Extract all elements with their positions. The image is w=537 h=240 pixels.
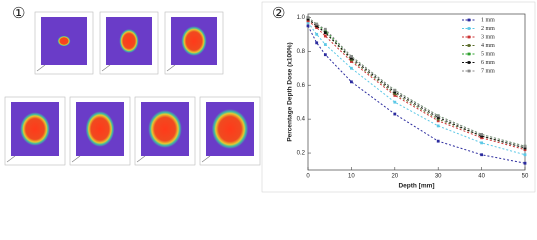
legend-marker	[467, 69, 471, 73]
data-point	[315, 24, 319, 28]
image-axis	[136, 155, 146, 163]
dose-spot	[148, 110, 182, 148]
chart-frame	[261, 1, 536, 193]
legend-label: 3 mm	[481, 34, 495, 40]
data-point	[306, 19, 310, 23]
panel-label: ②	[272, 5, 285, 22]
data-point	[436, 124, 440, 128]
image-axis	[166, 64, 176, 72]
x-axis-label: Depth [mm]	[398, 183, 434, 190]
legend-marker	[467, 61, 471, 64]
data-point	[436, 119, 440, 123]
legend-marker	[467, 35, 471, 39]
data-point	[323, 53, 327, 57]
data-point	[315, 22, 319, 26]
x-tick-label: 50	[522, 174, 529, 180]
series-line	[307, 16, 526, 147]
data-point	[306, 21, 310, 24]
data-point	[323, 29, 327, 33]
data-point	[323, 27, 327, 31]
x-tick-label: 20	[391, 174, 398, 180]
figure: ① ② 0 10 20 30 40 50 0.2 0.4 0.6 0.8 1.0 Depth [mm]…	[4, 1, 536, 193]
data-point	[523, 146, 527, 150]
data-point	[315, 41, 319, 45]
data-point	[350, 66, 353, 70]
data-point	[480, 136, 483, 140]
x-tick-label: 0	[306, 174, 310, 180]
dose-spot	[181, 26, 207, 56]
data-point	[315, 26, 319, 29]
data-point	[523, 153, 527, 157]
legend-label: 1 mm	[481, 17, 495, 23]
data-point	[350, 56, 353, 60]
y-tick-label: 1.0	[297, 15, 306, 21]
data-point	[350, 80, 353, 84]
legend-label: 4 mm	[481, 43, 495, 49]
data-point	[436, 116, 440, 119]
data-point	[436, 114, 440, 118]
data-point	[393, 100, 397, 104]
data-point	[436, 139, 440, 143]
image-axis	[71, 155, 81, 163]
dose-spot	[85, 111, 115, 147]
y-axis-label: Percentage Depth Dose (x100%)	[287, 42, 294, 141]
data-point	[393, 112, 397, 116]
data-point	[393, 88, 397, 92]
data-point	[350, 60, 353, 63]
data-point	[480, 153, 483, 157]
data-point	[436, 117, 440, 121]
data-point	[306, 15, 310, 19]
series-line	[307, 25, 526, 164]
legend-label: 6 mm	[481, 60, 495, 66]
image-axis	[6, 155, 16, 163]
legend-marker	[467, 18, 471, 22]
dose-spot	[211, 109, 249, 149]
y-tick-label: 0.4	[297, 117, 306, 123]
x-tick-label: 10	[348, 174, 355, 180]
data-point	[480, 132, 483, 136]
data-point	[393, 90, 397, 94]
data-point	[480, 134, 483, 138]
series-line	[307, 22, 526, 156]
legend-marker	[467, 52, 471, 56]
data-point	[350, 58, 353, 62]
data-point	[393, 92, 397, 96]
data-point	[306, 24, 310, 28]
image-axis	[101, 64, 111, 72]
panel-label: ①	[12, 5, 25, 22]
legend-marker	[467, 44, 471, 47]
data-point	[523, 144, 527, 148]
data-point	[323, 34, 327, 38]
dose-spot	[20, 112, 50, 146]
data-point	[393, 93, 397, 97]
dose-spot	[57, 35, 71, 47]
series-line	[307, 20, 526, 151]
x-tick-label: 40	[478, 174, 485, 180]
legend-label: 7 mm	[481, 68, 495, 74]
image-axis	[36, 64, 46, 72]
x-tick-label: 30	[435, 174, 442, 180]
data-point	[523, 148, 527, 152]
page: {"panel_labels": ["①", "②"], "chart_data…	[4, 1, 536, 193]
data-point	[523, 161, 527, 165]
legend-marker	[467, 27, 471, 30]
dose-images	[4, 11, 261, 166]
legend-label: 5 mm	[481, 51, 495, 57]
data-point	[350, 54, 353, 58]
data-point	[315, 32, 319, 36]
data-point	[323, 43, 327, 46]
plot-area	[307, 13, 526, 171]
series-line	[307, 18, 526, 149]
y-tick-label: 0.6	[297, 83, 306, 89]
legend-label: 2 mm	[481, 26, 495, 32]
data-point	[480, 141, 483, 145]
y-tick-label: 0.8	[297, 49, 306, 55]
image-axis	[201, 155, 211, 163]
dose-spot	[119, 29, 139, 53]
data-point	[323, 31, 327, 35]
y-tick-label: 0.2	[297, 151, 306, 157]
data-point	[306, 17, 310, 21]
